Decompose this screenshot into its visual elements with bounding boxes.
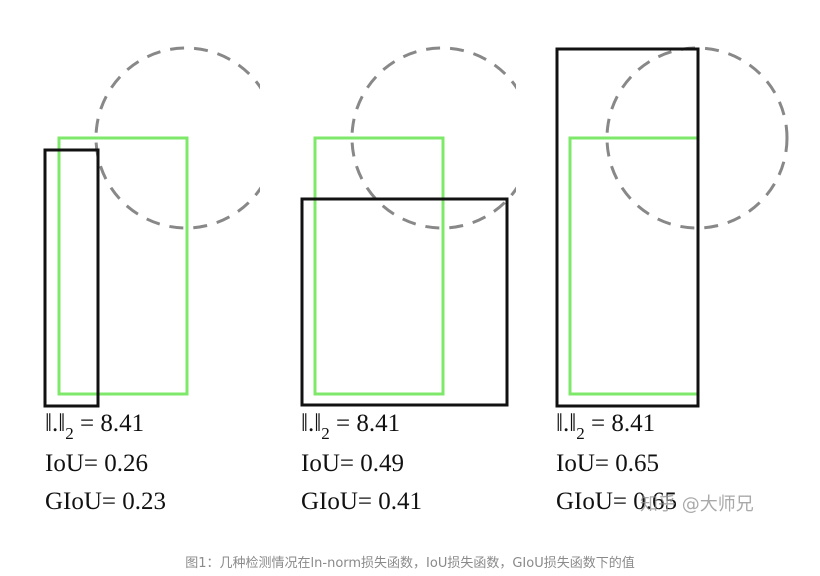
iou-line: IoU= 0.65: [556, 450, 659, 477]
dashed-circle: [605, 46, 789, 230]
norm-subscript: 2: [65, 424, 74, 443]
predicted-box: [555, 47, 700, 408]
watermark: 知乎 @大师兄: [640, 494, 754, 515]
predicted-box: [43, 148, 100, 408]
case-1: ‖.‖2 = 8.41 IoU= 0.26 GIoU= 0.23: [0, 0, 260, 540]
case-3: ‖.‖2 = 8.41 IoU= 0.65 GIoU= 0.65: [511, 0, 789, 540]
norm-subscript: 2: [576, 424, 585, 443]
norm-symbol: ‖.‖: [301, 410, 322, 437]
iou-line: IoU= 0.49: [301, 450, 404, 477]
norm-line: ‖.‖2 = 8.41: [45, 405, 295, 445]
giou-line: GIoU= 0.23: [45, 488, 167, 515]
case-1-metrics: ‖.‖2 = 8.41 IoU= 0.26 GIoU= 0.23: [45, 405, 295, 521]
giou-line: GIoU= 0.41: [301, 488, 423, 515]
norm-value: = 8.41: [336, 410, 401, 437]
case-1-drawing: [43, 46, 260, 408]
norm-line: ‖.‖2 = 8.41: [556, 405, 806, 445]
norm-symbol: ‖.‖: [556, 410, 577, 437]
ground-truth-box: [568, 136, 700, 396]
norm-value: = 8.41: [80, 410, 145, 437]
norm-value: = 8.41: [591, 410, 656, 437]
case-2: ‖.‖2 = 8.41 IoU= 0.49 GIoU= 0.41: [256, 0, 516, 540]
case-3-drawing: [555, 46, 789, 408]
ground-truth-box: [313, 136, 445, 396]
figure-caption: 图1：几种检测情况在ln-norm损失函数，IoU损失函数，GIoU损失函数下的…: [185, 556, 635, 571]
predicted-box: [300, 197, 509, 407]
case-2-metrics: ‖.‖2 = 8.41 IoU= 0.49 GIoU= 0.41: [301, 405, 551, 521]
norm-line: ‖.‖2 = 8.41: [301, 405, 551, 445]
ground-truth-box: [57, 136, 189, 396]
iou-line: IoU= 0.26: [45, 450, 148, 477]
giou-line: GIoU= 0.65: [556, 488, 678, 515]
norm-symbol: ‖.‖: [45, 410, 66, 437]
case-3-metrics: ‖.‖2 = 8.41 IoU= 0.65 GIoU= 0.65: [556, 405, 806, 521]
norm-subscript: 2: [321, 424, 330, 443]
case-2-drawing: [300, 46, 516, 407]
